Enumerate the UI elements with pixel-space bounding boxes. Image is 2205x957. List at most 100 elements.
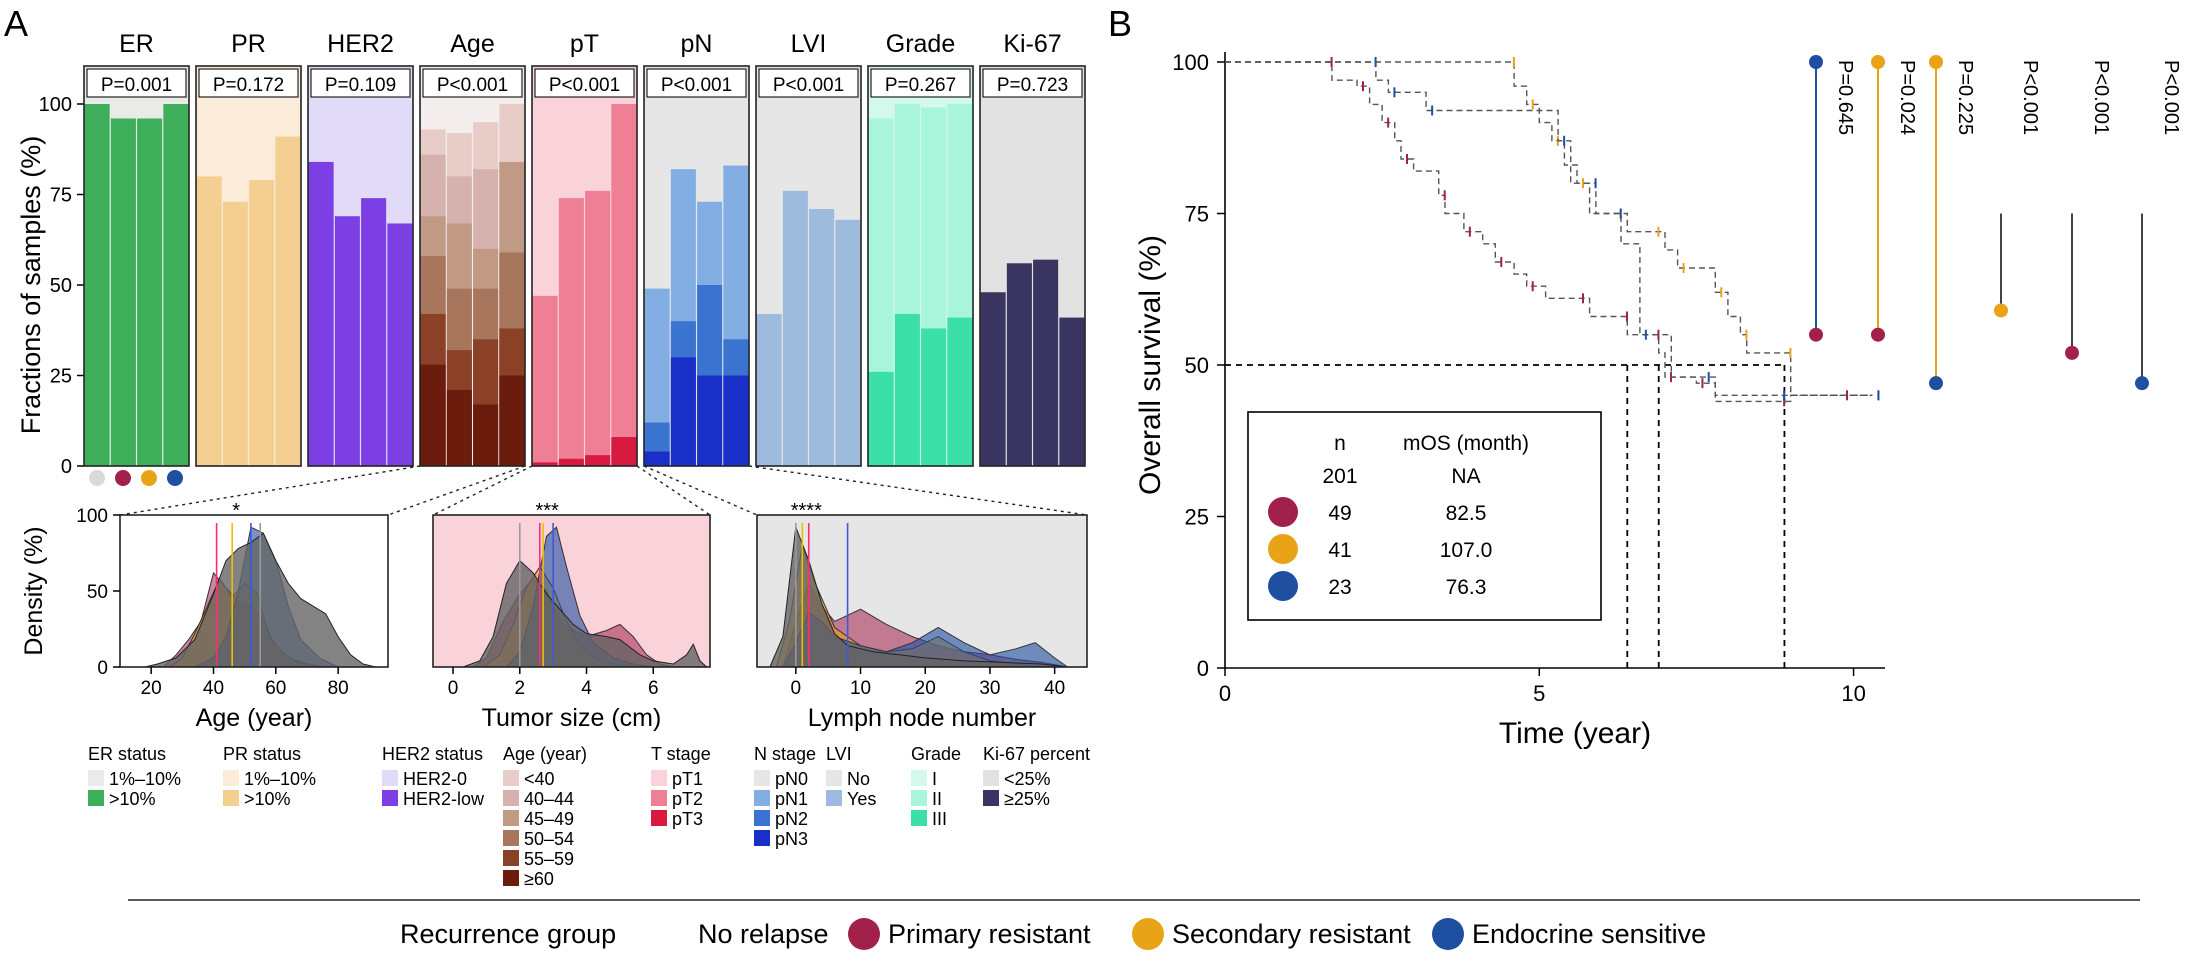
legend-swatch [754,790,770,806]
comparison-pvalue: P<0.001 [2160,60,2182,135]
bar [868,371,894,466]
legend-header-n: n [1334,432,1346,455]
bar [835,219,861,466]
bar [499,375,525,466]
bar [249,180,275,466]
legend-label: III [932,809,947,829]
y-tick-label: 100 [76,506,108,527]
bar [163,104,189,466]
legend-label: <25% [1004,769,1051,789]
group-dot [141,470,157,486]
bar [585,455,611,466]
comparison-pvalue: P<0.001 [2090,60,2112,135]
panel-frame [979,65,1086,467]
x-tick-label: 0 [791,678,802,699]
legend-swatch [223,790,239,806]
legend-label: 45–49 [524,809,574,829]
x-tick-label: 5 [1533,681,1545,706]
comparison-dot-bottom [1809,327,1823,342]
legend-swatch [503,850,519,866]
bar [611,437,637,466]
significance-label: **** [791,500,822,522]
bar [532,295,558,466]
legend-label: ≥60 [524,869,554,889]
legend-label: HER2-0 [403,769,467,789]
pvalue-label: P=0.172 [213,75,284,96]
legend-label: pT2 [672,789,703,809]
legend-swatch [754,770,770,786]
bar [921,328,947,466]
x-tick-label: 30 [979,678,1000,699]
panel-frame [867,65,974,467]
connector-line [643,465,758,516]
y-tick-label: 0 [61,456,72,478]
comparison-dot-bottom [1871,327,1885,342]
bar [756,313,782,466]
density-age: * 20 40 60 80 Age (year) 0 50 100 Density (%) [20,500,389,732]
bar [1006,263,1032,466]
panel-pr: PR P=0.172 [195,30,302,467]
legend-swatch [223,770,239,786]
bar [809,208,835,467]
stacked-bar-panels: Fractions of samples (%) 0 25 50 75 100 ER P=0.… [16,30,1088,516]
y-tick-label: 50 [50,275,72,297]
legend-label: 55–59 [524,849,574,869]
x-tick-label: 0 [1219,681,1231,706]
survival-curve [1225,61,1873,396]
legend-1: PR status 1%–10%>10% [223,744,316,809]
panel-title: pN [681,30,713,58]
legend-header-mos: mOS (month) [1403,432,1529,455]
x-tick-label: 4 [581,678,592,699]
legend-mos: NA [1451,465,1480,488]
legend-title: N stage [754,744,816,764]
panel-pt: pT P<0.001 [531,30,638,467]
connector-line [748,465,1088,516]
bar [420,364,446,466]
panel-title: pT [570,30,599,58]
legend-label: <40 [524,769,555,789]
pvalue-box [646,68,747,98]
pvalue-box [310,68,411,98]
legend-label: 1%–10% [244,769,316,789]
panel-grade: Grade P=0.267 [867,30,974,467]
group-dot [115,470,131,486]
x-axis-label: Tumor size (cm) [482,704,662,732]
panel-frame [643,65,750,467]
panel-title: PR [231,30,266,58]
y-axis-label: Density (%) [20,526,48,655]
x-tick-label: 60 [265,678,286,699]
pvalue-label: P<0.001 [437,75,508,96]
bar [1059,317,1085,466]
y-tick-label: 100 [1172,50,1209,75]
bar [782,190,808,466]
bar [644,451,670,466]
y-tick-label: 50 [87,582,108,603]
panel-frame [531,65,638,467]
connector-line [636,465,711,516]
panel-er: ER P=0.001 [83,30,190,467]
density-curve [462,559,708,668]
legend-8: Ki-67 percent <25%≥25% [983,744,1090,809]
panel-title: LVI [791,30,827,58]
density-frame [432,514,711,668]
bar [723,375,749,466]
legend-label: ≥25% [1004,789,1050,809]
density-tumor: *** 0 2 4 6 Tumor size (cm) [432,500,711,732]
y-tick-label: 75 [1185,202,1209,227]
bar [361,198,387,466]
legend-title: HER2 status [382,744,483,764]
legend-swatch [503,830,519,846]
y-axis-label: Overall survival (%) [1134,235,1167,495]
legend-label: pN2 [775,809,808,829]
comparison-dot-top [1929,55,1943,69]
bar [137,118,163,466]
panel-title: Ki-67 [1003,30,1061,58]
panel-label-b: B [1108,3,1132,44]
panel-frame [307,65,414,467]
legend-swatch [983,790,999,806]
x-tick-label: 20 [141,678,162,699]
legend-label: I [932,769,937,789]
